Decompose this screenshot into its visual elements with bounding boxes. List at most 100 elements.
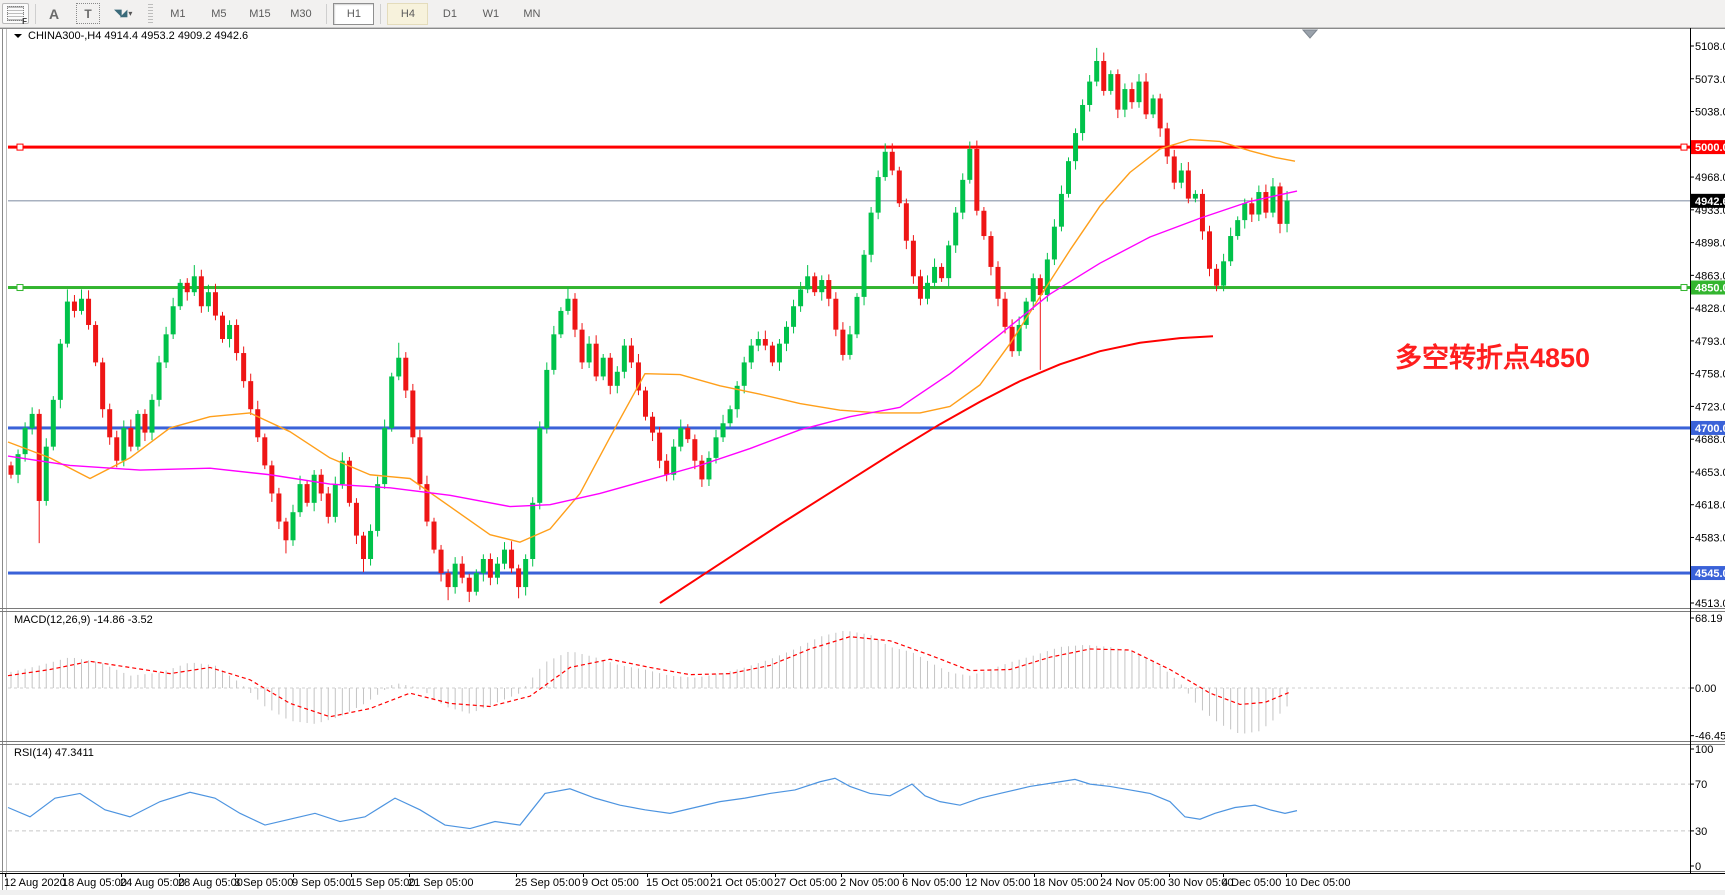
cycle-arrows-button[interactable]: ◥◢ ▾: [110, 3, 136, 24]
time-tick-label: 25 Sep 05:00: [515, 877, 580, 889]
macd-histogram: [10, 631, 1288, 734]
macd-tick-label: 0.00: [1695, 683, 1716, 695]
line-handle[interactable]: [16, 143, 24, 151]
swap-arrows-icon: ◥◢: [114, 8, 127, 19]
price-tick-label: 4863.0: [1695, 270, 1725, 282]
toolbar-separator: [35, 3, 36, 24]
price-line-tag-label: 5000.0: [1695, 142, 1725, 154]
timeframe-button-h4[interactable]: H4: [387, 2, 429, 25]
ma-magenta: [7, 190, 1298, 508]
rsi-tick-label: 70: [1695, 779, 1707, 791]
line-handle[interactable]: [16, 284, 24, 292]
letter-t-icon: T: [84, 6, 92, 21]
price-line-tag-label: 4850.0: [1695, 283, 1725, 295]
price-tick-label: 4898.0: [1695, 238, 1725, 250]
time-tick-label: 21 Sep 05:00: [408, 877, 473, 889]
rsi-title: RSI(14) 47.3411: [14, 747, 94, 759]
timeframe-button-m30[interactable]: M30: [290, 7, 312, 20]
price-tick-label: 4828.0: [1695, 303, 1725, 315]
time-tick-label: 3 Sep 05:00: [234, 877, 293, 889]
timeframe-button-h1[interactable]: H1: [333, 2, 375, 25]
time-tick-label: 18 Nov 05:00: [1033, 877, 1098, 889]
time-tick-label: 12 Nov 05:00: [965, 877, 1030, 889]
ma-orange: [7, 138, 1296, 543]
timeframe-button-mn[interactable]: MN: [523, 7, 541, 20]
window-frame-left: [2, 28, 3, 890]
text-box-tool-button[interactable]: T: [76, 3, 100, 24]
time-tick-label: 4 Dec 05:00: [1222, 877, 1281, 889]
timeframe-button-w1[interactable]: W1: [482, 7, 500, 20]
price-tick-label: 4758.0: [1695, 369, 1725, 381]
toolbar-drag-handle[interactable]: [148, 3, 154, 24]
price-tick-label: 5038.0: [1695, 107, 1725, 119]
macd-signal-line: [7, 636, 1291, 718]
main-toolbar: F A T ◥◢ ▾ M1 M5 M15 M30 H1 H4 D1 W1 MN: [0, 0, 1725, 28]
macd-tick-label: 68.19: [1695, 613, 1723, 625]
timeframe-button-d1[interactable]: D1: [442, 7, 457, 20]
toolbar-separator: [380, 3, 382, 24]
timeframe-button-m15[interactable]: M15: [249, 7, 271, 20]
chart-top-border: [0, 28, 1725, 29]
price-line-tag: [1691, 140, 1725, 155]
price-tick-label: 4653.0: [1695, 467, 1725, 479]
timeframe-group: M1 M5 M15 M30 H1 H4 D1 W1 MN: [158, 2, 551, 25]
price-line-tag-label: 4942.6: [1695, 196, 1725, 208]
line-handle[interactable]: [1680, 284, 1688, 292]
price-tick-label: 4723.0: [1695, 401, 1725, 413]
indicator-grid-button[interactable]: F: [2, 3, 29, 26]
hline-pivot-4850[interactable]: [8, 286, 1690, 290]
macd-tick-label: -46.45: [1695, 731, 1725, 743]
symbol-dropdown-icon[interactable]: [14, 34, 22, 38]
price-line-tag-label: 4545.0: [1695, 568, 1725, 580]
letter-a-icon: A: [48, 5, 60, 22]
rsi-line: [7, 777, 1298, 830]
hline-current-price[interactable]: [8, 200, 1690, 202]
time-tick-label: 24 Aug 05:00: [120, 877, 185, 889]
price-tick-label: 5108.0: [1695, 41, 1725, 53]
timeframe-button-m1[interactable]: M1: [170, 7, 186, 20]
annotation-text: 多空转折点4850: [1395, 342, 1590, 373]
time-tick-label: 28 Aug 05:00: [178, 877, 243, 889]
price-tick-label: 4513.0: [1695, 598, 1725, 610]
timeframe-button-m5[interactable]: M5: [211, 7, 227, 20]
time-tick-label: 18 Aug 05:00: [62, 877, 127, 889]
price-line-tag: [1691, 566, 1725, 581]
hline-resistance-5000[interactable]: [8, 145, 1690, 149]
time-tick-label: 27 Oct 05:00: [774, 877, 837, 889]
grid-f-icon: F: [7, 6, 27, 26]
time-tick-label: 9 Oct 05:00: [582, 877, 639, 889]
time-tick-label: 21 Oct 05:00: [710, 877, 773, 889]
time-tick-label: 30 Nov 05:00: [1168, 877, 1233, 889]
price-tick-label: 4583.0: [1695, 532, 1725, 544]
time-axis[interactable]: [0, 873, 1725, 874]
toolbar-separator: [326, 3, 328, 24]
time-tick-label: 9 Sep 05:00: [292, 877, 351, 889]
hline-support-4545[interactable]: [8, 571, 1690, 575]
time-tick-label: 2 Nov 05:00: [840, 877, 899, 889]
time-tick-label: 6 Nov 05:00: [902, 877, 961, 889]
price-line-tag-label: 4700.0: [1695, 423, 1725, 435]
price-tick-label: 5073.0: [1695, 74, 1725, 86]
time-tick-label: 10 Dec 05:00: [1285, 877, 1350, 889]
chart-title: CHINA300-,H4 4914.4 4953.2 4909.2 4942.6: [28, 30, 248, 42]
line-handle[interactable]: [1680, 143, 1688, 151]
chart-shift-marker-icon[interactable]: [1301, 29, 1319, 39]
dropdown-caret-icon: ▾: [128, 9, 133, 18]
price-tick-label: 4618.0: [1695, 500, 1725, 512]
rsi-tick-label: 0: [1695, 861, 1701, 873]
rsi-tick-label: 30: [1695, 826, 1707, 838]
macd-title: MACD(12,26,9) -14.86 -3.52: [14, 614, 153, 626]
price-axis[interactable]: [1690, 28, 1691, 873]
price-line-tag: [1691, 280, 1725, 295]
hline-support-4700[interactable]: [8, 426, 1690, 430]
time-tick-label: 24 Nov 05:00: [1100, 877, 1165, 889]
time-tick-label: 15 Sep 05:00: [350, 877, 415, 889]
price-line-tag: [1691, 193, 1725, 208]
price-line-tag: [1691, 420, 1725, 435]
price-tick-label: 4688.0: [1695, 434, 1725, 446]
rsi-tick-label: 100: [1695, 744, 1713, 756]
text-annotation-button[interactable]: A: [42, 3, 66, 24]
